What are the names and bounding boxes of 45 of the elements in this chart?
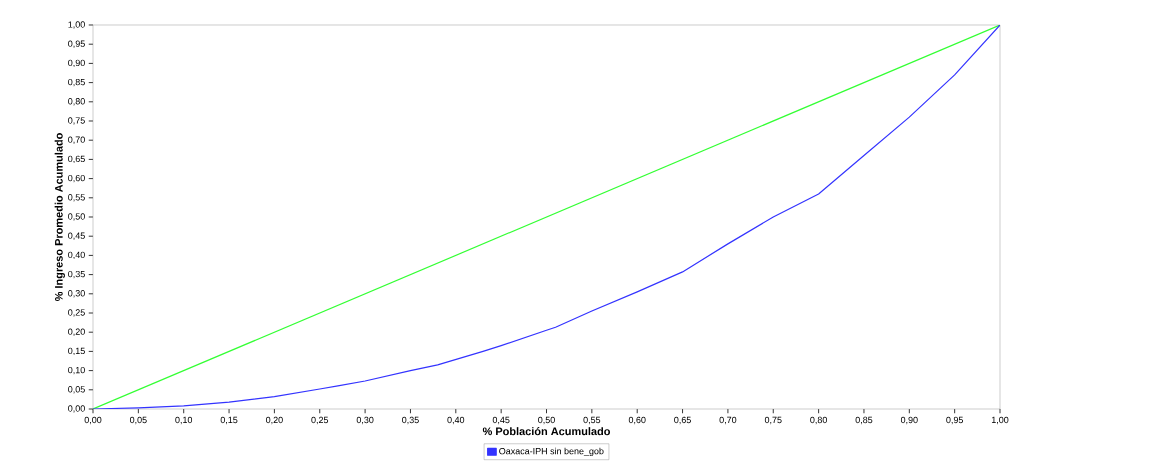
y-tick-label: 0,50 — [68, 213, 85, 221]
x-tick-label: 0,05 — [129, 416, 147, 425]
y-tick-label: 0,65 — [68, 155, 85, 164]
y-tick-label: 0,55 — [68, 194, 85, 202]
x-tick-label: 1,00 — [991, 416, 1009, 425]
x-tick-label: 0,00 — [84, 416, 102, 425]
y-tick-label: 0,75 — [68, 117, 85, 125]
x-tick-label: 0,20 — [266, 416, 283, 425]
y-tick-label: 0,05 — [68, 386, 85, 394]
y-tick-label: 0,85 — [68, 78, 85, 87]
x-tick-label: 0,55 — [583, 416, 601, 425]
y-tick-label: 0,95 — [68, 40, 85, 48]
y-tick-label: 1,00 — [68, 21, 85, 29]
y-tick-label: 0,60 — [68, 174, 85, 183]
x-tick-label: 0,95 — [946, 416, 964, 425]
x-tick-label: 0,85 — [855, 416, 873, 425]
x-tick-label: 0,35 — [402, 416, 419, 425]
y-tick-label: 0,30 — [68, 290, 85, 298]
y-tick-label: 0,40 — [68, 251, 85, 260]
x-tick-label: 0,45 — [492, 416, 510, 425]
x-tick-label: 0,10 — [175, 416, 193, 425]
x-tick-label: 0,70 — [719, 416, 737, 425]
y-tick-label: 0,00 — [68, 405, 85, 413]
y-tick-label: 0,35 — [68, 270, 85, 279]
legend-label: Oaxaca-IPH sin bene_gob — [499, 447, 604, 457]
y-tick-label: 0,10 — [68, 366, 85, 375]
y-tick-label: 0,90 — [68, 59, 85, 68]
x-tick-label: 0,15 — [220, 416, 238, 425]
x-tick-label: 0,25 — [311, 416, 329, 425]
y-tick-label: 0,25 — [68, 309, 85, 317]
y-axis-title: % Ingreso Promedio Acumulado — [54, 133, 65, 302]
x-tick-label: 0,30 — [356, 416, 374, 425]
x-tick-label: 0,90 — [900, 416, 918, 425]
x-tick-label: 0,65 — [674, 416, 691, 425]
x-tick-label: 0,50 — [538, 416, 555, 425]
y-tick-label: 0,45 — [68, 232, 85, 240]
y-tick-label: 0,70 — [68, 136, 85, 144]
y-tick-label: 0,15 — [68, 347, 85, 356]
x-tick-label: 0,80 — [810, 416, 827, 425]
y-tick-label: 0,20 — [68, 328, 85, 336]
x-axis-title: % Población Acumulado — [482, 427, 611, 436]
x-tick-label: 0,60 — [628, 416, 646, 425]
x-tick-label: 0,75 — [764, 416, 782, 425]
x-tick-label: 0,40 — [447, 416, 465, 425]
y-tick-label: 0,80 — [68, 98, 85, 106]
